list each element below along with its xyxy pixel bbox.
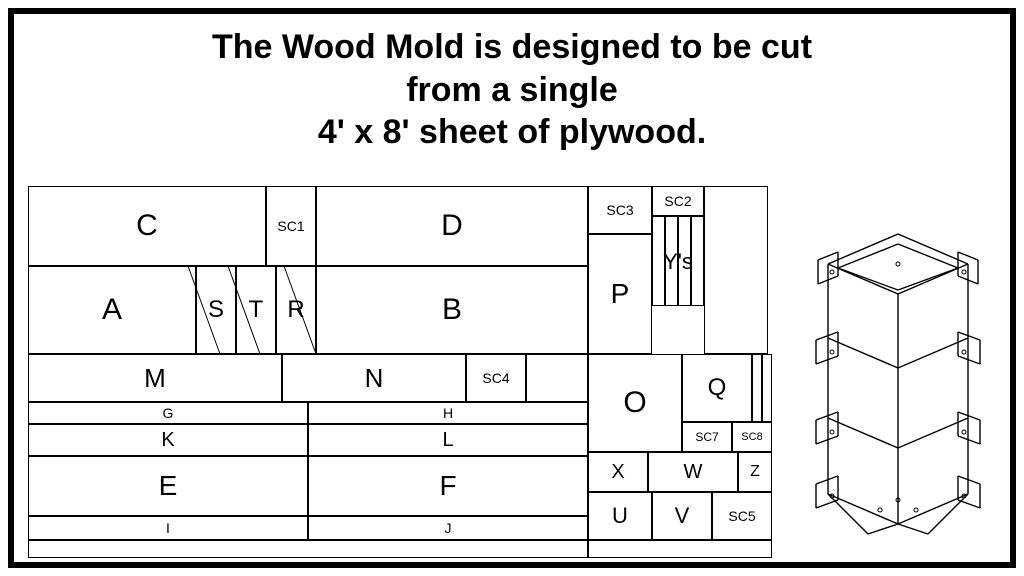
piece-R: R [276, 266, 316, 354]
title-line-1: The Wood Mold is designed to be cut [14, 26, 1010, 69]
piece-gap1 [526, 354, 588, 402]
piece-D: D [316, 186, 588, 266]
piece-bot [28, 540, 588, 558]
piece-C: C [28, 186, 266, 266]
piece-W: W [648, 452, 738, 492]
piece-S: S [196, 266, 236, 354]
piece-L: L [308, 424, 588, 456]
piece-SC4: SC4 [466, 354, 526, 402]
piece-br [588, 540, 772, 558]
title-line-2: from a single [14, 69, 1010, 112]
piece-SC5: SC5 [712, 492, 772, 540]
piece-Prt [704, 186, 768, 354]
piece-Q: Q [682, 354, 752, 422]
piece-SC1: SC1 [266, 186, 316, 266]
piece-SC2: SC2 [652, 186, 704, 216]
piece-N: N [282, 354, 466, 402]
title-block: The Wood Mold is designed to be cut from… [14, 26, 1010, 154]
piece-X: X [588, 452, 648, 492]
outer-frame: The Wood Mold is designed to be cut from… [8, 8, 1016, 568]
piece-smr [752, 354, 762, 422]
piece-Z: Z [738, 452, 772, 492]
cut-layout-diagram: CSC1DASTRBMNSC4GHKLEFIJSC3SC2Y'sPOQSC7SC… [28, 186, 776, 558]
piece-A: A [28, 266, 196, 354]
piece-Ys: Y's [652, 242, 704, 282]
piece-K: K [28, 424, 308, 456]
piece-M: M [28, 354, 282, 402]
piece-F: F [308, 456, 588, 516]
piece-P: P [588, 234, 652, 354]
isometric-view [808, 204, 988, 550]
piece-SC7: SC7 [682, 422, 732, 452]
piece-B: B [316, 266, 588, 354]
piece-I: I [28, 516, 308, 540]
piece-U: U [588, 492, 652, 540]
piece-SC3: SC3 [588, 186, 652, 234]
piece-T: T [236, 266, 276, 354]
piece-H: H [308, 402, 588, 424]
piece-E: E [28, 456, 308, 516]
piece-SC8: SC8 [732, 422, 772, 452]
piece-V: V [652, 492, 712, 540]
piece-O: O [588, 354, 682, 452]
piece-G: G [28, 402, 308, 424]
title-line-3: 4' x 8' sheet of plywood. [14, 111, 1010, 154]
piece-sm2 [762, 354, 772, 422]
piece-J: J [308, 516, 588, 540]
